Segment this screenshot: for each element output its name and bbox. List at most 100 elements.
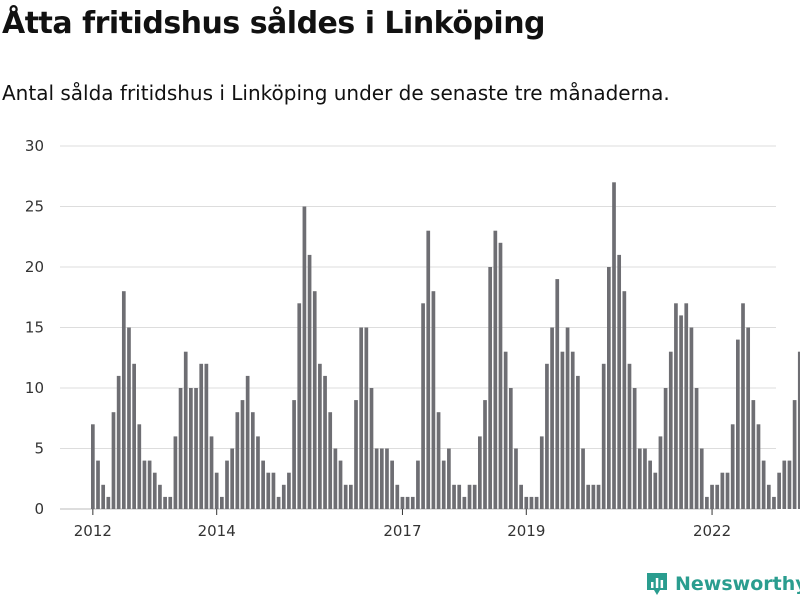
bar: [756, 424, 761, 509]
bar: [137, 424, 142, 509]
bar: [674, 303, 678, 509]
chart-title: Åtta fritidshus såldes i Linköping: [2, 6, 546, 41]
bar: [214, 472, 219, 509]
bar: [792, 400, 797, 509]
bar: [343, 484, 348, 509]
bar: [777, 472, 781, 509]
bar: [333, 448, 338, 509]
bar: [648, 460, 652, 509]
bar: [684, 303, 689, 509]
bar: [127, 327, 131, 509]
bar: [323, 375, 327, 509]
bar: [199, 363, 204, 509]
x-tick-label: 2019: [507, 522, 545, 540]
bar: [565, 327, 570, 509]
bar: [101, 484, 106, 509]
x-tick-label: 2017: [383, 522, 421, 540]
bar: [287, 472, 291, 509]
bar: [338, 460, 343, 509]
bar: [240, 400, 245, 509]
bar: [204, 363, 209, 509]
bar: [178, 388, 183, 509]
bar: [668, 351, 673, 509]
bar: [715, 484, 720, 509]
bar: [462, 496, 467, 509]
bar: [421, 303, 425, 509]
bar: [163, 496, 167, 509]
y-tick-label: 25: [25, 198, 44, 216]
bar: [132, 363, 136, 509]
bar: [354, 400, 358, 509]
bar: [653, 472, 658, 509]
bar: [400, 496, 405, 509]
bar: [183, 351, 188, 509]
bar: [189, 388, 193, 509]
bar: [230, 448, 235, 509]
bar: [441, 460, 446, 509]
bar: [663, 388, 668, 509]
bar: [245, 375, 250, 509]
bar: [710, 484, 714, 509]
bar: [591, 484, 596, 509]
bar: [699, 448, 704, 509]
bar: [452, 484, 456, 509]
bar: [550, 327, 554, 509]
bar: [627, 363, 632, 509]
bar: [643, 448, 647, 509]
bar: [498, 242, 503, 510]
bar: [519, 484, 523, 509]
bar: [256, 436, 260, 509]
bar: [761, 460, 766, 509]
bar: [271, 472, 276, 509]
newsworthy-logo[interactable]: Newsworthy: [645, 570, 800, 598]
bar: [524, 496, 529, 509]
bar: [570, 351, 575, 509]
bar: [705, 496, 709, 509]
y-tick-label: 5: [34, 440, 44, 458]
bar: [797, 351, 800, 509]
bar: [658, 436, 663, 509]
bar: [478, 436, 482, 509]
bar: [369, 388, 374, 509]
bar: [292, 400, 296, 509]
bar: [431, 291, 436, 509]
bar: [689, 327, 694, 509]
bar: [318, 363, 322, 509]
bar: [782, 460, 787, 509]
bar: [328, 412, 333, 509]
bar: [545, 363, 549, 509]
bar: [220, 496, 224, 509]
bar: [385, 448, 389, 509]
bar: [390, 460, 394, 509]
x-tick-label: 2012: [74, 522, 112, 540]
bar: [607, 267, 611, 509]
bar: [694, 388, 699, 509]
bar: [508, 388, 513, 509]
y-tick-label: 20: [25, 258, 44, 276]
bar: [493, 230, 498, 509]
bar: [539, 436, 544, 509]
bar: [488, 267, 493, 509]
bar: [766, 484, 771, 509]
bar: [725, 472, 730, 509]
bar: [632, 388, 637, 509]
bar: [364, 327, 369, 509]
bar: [91, 424, 95, 509]
bar: [209, 436, 214, 509]
bar: [416, 460, 420, 509]
bar: [250, 412, 255, 509]
bar: [447, 448, 451, 509]
bar: [560, 351, 565, 509]
bar: [741, 303, 745, 509]
bar: [467, 484, 472, 509]
bar: [121, 291, 126, 509]
bar: [622, 291, 627, 509]
bar: [436, 412, 441, 509]
bar: [379, 448, 384, 509]
x-tick-label: 2022: [693, 522, 731, 540]
bar: [483, 400, 487, 509]
bar: [772, 496, 776, 509]
bar: [751, 400, 756, 509]
bar: [276, 496, 281, 509]
bar: [405, 496, 410, 509]
